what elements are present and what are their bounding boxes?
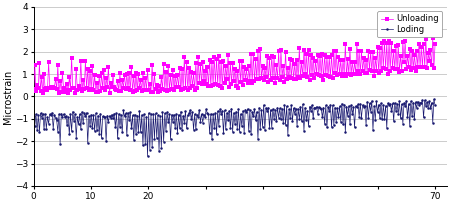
Unloading xyxy=(72,92,78,94)
Loding xyxy=(246,130,252,132)
Unloading xyxy=(31,88,36,91)
Loding xyxy=(138,131,144,133)
Unloading xyxy=(269,55,274,57)
Y-axis label: Microstrain: Microstrain xyxy=(4,69,13,124)
Loding xyxy=(416,104,422,106)
Line: Loding: Loding xyxy=(32,98,436,157)
Unloading xyxy=(246,65,252,68)
Line: Unloading: Unloading xyxy=(32,37,436,95)
Unloading xyxy=(430,37,436,39)
Unloading xyxy=(428,49,433,51)
Loding xyxy=(145,155,150,157)
Unloading xyxy=(416,43,422,45)
Legend: Unloading, Loding: Unloading, Loding xyxy=(377,11,442,38)
Unloading xyxy=(139,90,144,92)
Loding xyxy=(269,126,274,129)
Loding xyxy=(432,104,438,106)
Loding xyxy=(31,114,36,117)
Loding xyxy=(217,108,223,110)
Loding xyxy=(431,98,436,101)
Loding xyxy=(428,107,433,109)
Unloading xyxy=(217,84,223,87)
Unloading xyxy=(432,43,438,45)
